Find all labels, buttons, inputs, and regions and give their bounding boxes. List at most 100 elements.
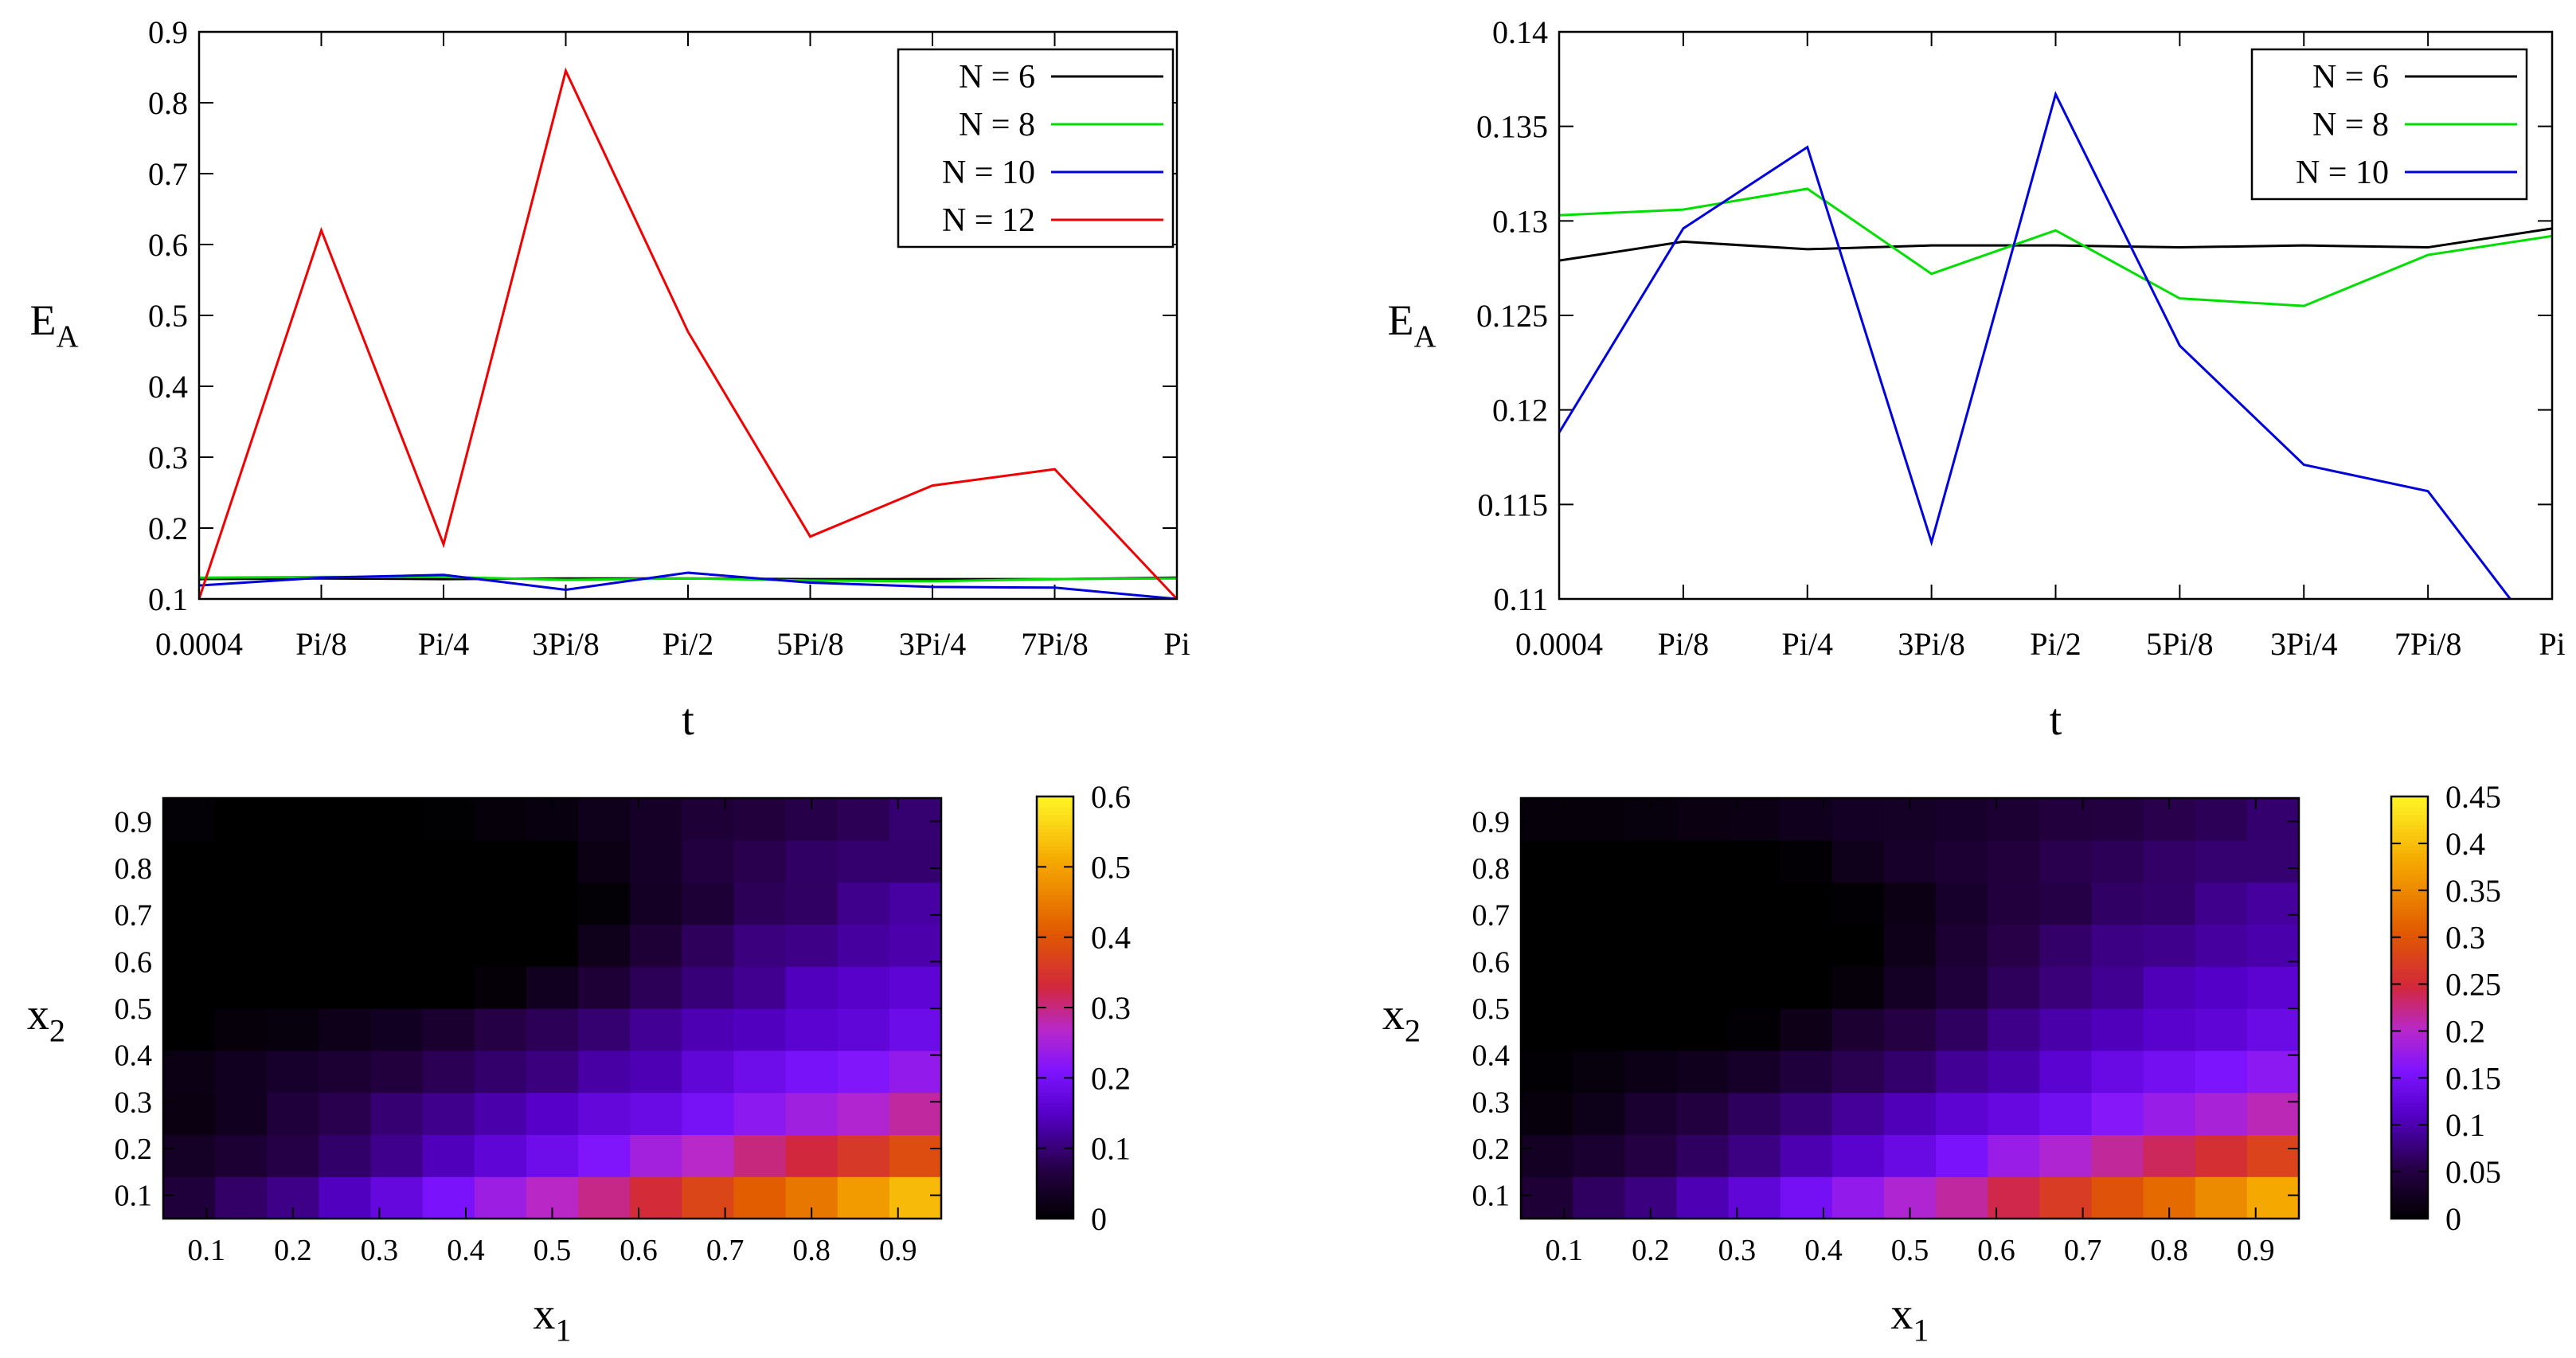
heatmap-cell [2143, 1134, 2196, 1177]
colorbar-step [1037, 863, 1073, 868]
colorbar-step [2391, 969, 2428, 973]
colorbar-step [1037, 1031, 1073, 1037]
heatmap-cell [1831, 1050, 1885, 1094]
colorbar-step [2391, 1014, 2428, 1019]
colorbar-step [1037, 1056, 1073, 1062]
colorbar-step [1037, 979, 1073, 984]
colorbar-step [2391, 1113, 2428, 1117]
heatmap-cell [267, 966, 319, 1009]
colorbar-step [2391, 1197, 2428, 1202]
heatmap-cell [422, 1008, 475, 1051]
colorbar-step [2391, 933, 2428, 938]
heatmap-cell [1573, 798, 1625, 841]
colorbar-step [2391, 817, 2428, 822]
y-tick-label: 0.13 [1492, 203, 1548, 239]
heatmap-cell [1780, 839, 1833, 883]
colorbar-step [1037, 877, 1073, 882]
heatmap-cell [1676, 1176, 1730, 1219]
heatmap-cell [1988, 1008, 2040, 1051]
colorbar-step [2391, 884, 2428, 889]
heatmap-cell [526, 1008, 579, 1051]
series-line-n-10 [1559, 91, 2512, 599]
colorbar-step [2391, 993, 2428, 998]
heatmap-cell [889, 839, 942, 883]
heatmap-cell [2091, 1176, 2144, 1219]
colorbar-step [1037, 884, 1073, 889]
colorbar-step [1037, 1025, 1073, 1030]
heatmap-cell [2039, 924, 2093, 967]
heatmap-cell [1676, 1050, 1730, 1094]
heatmap-cell [1676, 882, 1730, 925]
x-tick-label: Pi/4 [1782, 626, 1833, 662]
colorbar-step [1037, 835, 1073, 839]
colorbar-step [1037, 874, 1073, 879]
heatmap-cell [1573, 924, 1625, 967]
heatmap-cell [1676, 1092, 1730, 1135]
heatmap-cell [526, 1050, 579, 1094]
heatmap-cell [1936, 1092, 1988, 1135]
heatmap-cell [1573, 1092, 1625, 1135]
line-chart-top-left: 0.1 0.2 0.3 0.4 0.5 0.6 0.7 0.8 0.9 0.0004 Pi/8 Pi/… [29, 14, 1190, 745]
x-tick-label: 0.7 [706, 1234, 745, 1267]
y-axis-label: x2 [27, 990, 65, 1049]
heatmap-cell [1521, 882, 1573, 925]
heatmap-cell [2246, 924, 2300, 967]
heatmap-cell [682, 1092, 735, 1135]
colorbar: 0 0.05 0.1 0.15 0.2 0.25 0.3 0.35 0.4 0.45 [2390, 779, 2501, 1237]
heatmap-cell [319, 966, 372, 1009]
colorbar-step [2391, 1060, 2428, 1065]
heatmap-cell [1573, 882, 1625, 925]
heatmap-cell [889, 1008, 942, 1051]
y-axis-label-sub: A [56, 319, 78, 354]
x-tick-label: Pi/8 [1658, 626, 1709, 662]
x-tick-label: 0.6 [1977, 1234, 2015, 1267]
colorbar-step [2391, 820, 2428, 826]
heatmap-cell [578, 882, 631, 925]
colorbar-step [1037, 1123, 1073, 1128]
y-tick-label: 0.8 [148, 85, 188, 121]
heatmap-cell [1831, 1092, 1885, 1135]
heatmap-cell [1988, 966, 2040, 1009]
colorbar-step [1037, 1158, 1073, 1164]
colorbar-step [2391, 1120, 2428, 1125]
colorbar-step [1037, 1204, 1073, 1209]
colorbar-step [2391, 1018, 2428, 1023]
heatmap-cell [163, 1134, 216, 1177]
colorbar-step [1037, 1155, 1073, 1160]
colorbar-step [1037, 1004, 1073, 1008]
heatmap-cell [733, 1050, 787, 1094]
colorbar-step [1037, 845, 1073, 851]
colorbar-step [1037, 983, 1073, 988]
heatmap-cell [1624, 924, 1677, 967]
colorbar-step [1037, 951, 1073, 956]
colorbar-step [2391, 983, 2428, 988]
y-tick-label: 0.135 [1476, 109, 1548, 145]
colorbar-step [1037, 1197, 1073, 1202]
heatmap-cell [526, 882, 579, 925]
heatmap-cell [1988, 839, 2040, 883]
heatmap-cell [837, 1050, 890, 1094]
heatmap-cell [578, 1050, 631, 1094]
colorbar-step [1037, 1148, 1073, 1153]
heatmap-cell [474, 798, 527, 841]
colorbar-step [1037, 1215, 1073, 1219]
colorbar-step [1037, 947, 1073, 953]
colorbar-step [2391, 810, 2428, 815]
heatmap-cell [837, 924, 890, 967]
colorbar-step [1037, 1162, 1073, 1167]
heatmap-cell [422, 1050, 475, 1094]
heatmap-cell [630, 924, 682, 967]
heatmap-cell [733, 798, 787, 841]
heatmap-cell [215, 1134, 268, 1177]
colorbar-step [1037, 996, 1073, 1001]
heatmap-cell [163, 966, 216, 1009]
colorbar-step [2391, 965, 2428, 970]
colorbar-step [1037, 803, 1073, 808]
colorbar-step [2391, 887, 2428, 893]
colorbar-step [1037, 1053, 1073, 1058]
y-tick-label: 0.9 [148, 14, 188, 50]
colorbar-step [1037, 1039, 1073, 1043]
heatmap-cell [2039, 1008, 2093, 1051]
heatmap-cell [474, 882, 527, 925]
colorbar-step [2391, 807, 2428, 812]
